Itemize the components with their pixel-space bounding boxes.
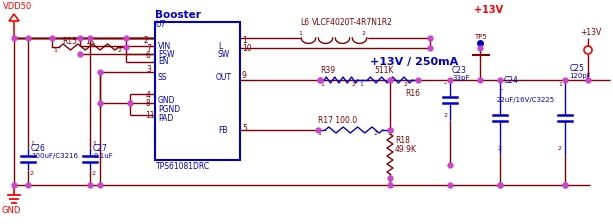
Text: EN: EN bbox=[158, 56, 169, 65]
Text: 11: 11 bbox=[145, 110, 154, 119]
Text: PAD: PAD bbox=[158, 114, 173, 123]
Text: 1: 1 bbox=[558, 82, 562, 86]
Text: SS: SS bbox=[158, 73, 167, 82]
Text: R39: R39 bbox=[320, 65, 335, 75]
Text: 6: 6 bbox=[146, 50, 151, 60]
Text: C24: C24 bbox=[504, 75, 519, 84]
Text: TPS61081DRC: TPS61081DRC bbox=[156, 162, 210, 170]
Text: C25: C25 bbox=[570, 63, 585, 73]
Text: SW: SW bbox=[218, 50, 230, 58]
Text: 100uF/C3216: 100uF/C3216 bbox=[31, 153, 78, 159]
Text: 2: 2 bbox=[30, 170, 34, 175]
Text: 22uF/16V/C3225: 22uF/16V/C3225 bbox=[497, 97, 555, 103]
Text: L: L bbox=[218, 41, 223, 50]
Text: 33pF: 33pF bbox=[452, 75, 470, 81]
Text: 7: 7 bbox=[146, 43, 151, 52]
Text: 1: 1 bbox=[92, 140, 96, 146]
Text: 2: 2 bbox=[373, 131, 377, 136]
Text: VDD50: VDD50 bbox=[3, 2, 32, 11]
Text: 2: 2 bbox=[118, 47, 122, 52]
Text: 1: 1 bbox=[317, 131, 321, 136]
Text: C26: C26 bbox=[31, 144, 46, 153]
Text: 5: 5 bbox=[242, 123, 247, 133]
Text: C23: C23 bbox=[452, 65, 467, 75]
Text: 2: 2 bbox=[558, 146, 562, 151]
Text: 4: 4 bbox=[146, 90, 151, 99]
Text: 0.1uF: 0.1uF bbox=[93, 153, 113, 159]
Text: OUT: OUT bbox=[216, 73, 232, 82]
Text: 3: 3 bbox=[146, 65, 151, 73]
Text: 511K: 511K bbox=[374, 65, 394, 75]
Text: R18: R18 bbox=[395, 136, 410, 144]
Text: FSW: FSW bbox=[158, 50, 175, 58]
Text: R17 100.0: R17 100.0 bbox=[318, 116, 357, 125]
Bar bbox=[155, 22, 240, 160]
Text: PGND: PGND bbox=[158, 105, 180, 114]
Text: 49.9K: 49.9K bbox=[395, 144, 417, 153]
Text: VIN: VIN bbox=[158, 41, 171, 50]
Text: 2: 2 bbox=[361, 30, 365, 35]
Text: 1: 1 bbox=[298, 30, 302, 35]
Text: -: - bbox=[444, 80, 447, 88]
Text: 8: 8 bbox=[146, 99, 151, 108]
Text: 2  1: 2 1 bbox=[352, 82, 364, 86]
Text: R16: R16 bbox=[405, 88, 420, 97]
Text: 2: 2 bbox=[497, 146, 501, 151]
Text: 1K: 1K bbox=[85, 37, 95, 45]
Text: Booster: Booster bbox=[155, 10, 201, 20]
Text: 10: 10 bbox=[242, 43, 251, 52]
Text: 2: 2 bbox=[404, 82, 408, 86]
Text: 1: 1 bbox=[320, 82, 324, 86]
Text: 1: 1 bbox=[53, 47, 57, 52]
Text: 1: 1 bbox=[242, 35, 247, 45]
Text: GND: GND bbox=[158, 95, 175, 105]
Text: L6: L6 bbox=[300, 17, 309, 26]
Text: C27: C27 bbox=[93, 144, 108, 153]
Text: TP5: TP5 bbox=[474, 34, 487, 40]
Text: 2: 2 bbox=[92, 170, 96, 175]
Text: +13V: +13V bbox=[474, 5, 503, 15]
Text: U7: U7 bbox=[155, 19, 166, 28]
Text: -: - bbox=[500, 86, 503, 95]
Text: FB: FB bbox=[218, 125, 227, 134]
Text: 120pF: 120pF bbox=[569, 73, 591, 79]
Text: GND: GND bbox=[2, 205, 21, 215]
Text: +13V / 250mA: +13V / 250mA bbox=[370, 57, 459, 67]
Text: 2: 2 bbox=[444, 112, 448, 118]
Text: 9: 9 bbox=[242, 71, 247, 80]
Text: R15: R15 bbox=[62, 37, 77, 45]
Text: VLCF4020T-4R7N1R2: VLCF4020T-4R7N1R2 bbox=[312, 17, 393, 26]
Text: +13V: +13V bbox=[580, 28, 601, 37]
Text: 2: 2 bbox=[144, 35, 149, 45]
Text: 1: 1 bbox=[30, 140, 34, 146]
